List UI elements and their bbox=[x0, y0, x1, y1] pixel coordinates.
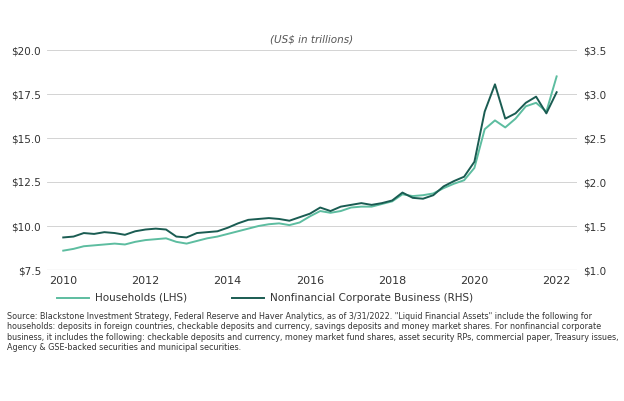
Text: Source: Blackstone Investment Strategy, Federal Reserve and Haver Analytics, as : Source: Blackstone Investment Strategy, … bbox=[7, 312, 619, 352]
Text: (US$ in trillions): (US$ in trillions) bbox=[270, 35, 354, 45]
Text: Households (LHS): Households (LHS) bbox=[95, 293, 187, 303]
Text: Liquid Financial Assets on Household and Corporate Balance Sheets: Liquid Financial Assets on Household and… bbox=[73, 8, 551, 22]
Text: Nonfinancial Corporate Business (RHS): Nonfinancial Corporate Business (RHS) bbox=[270, 293, 473, 303]
